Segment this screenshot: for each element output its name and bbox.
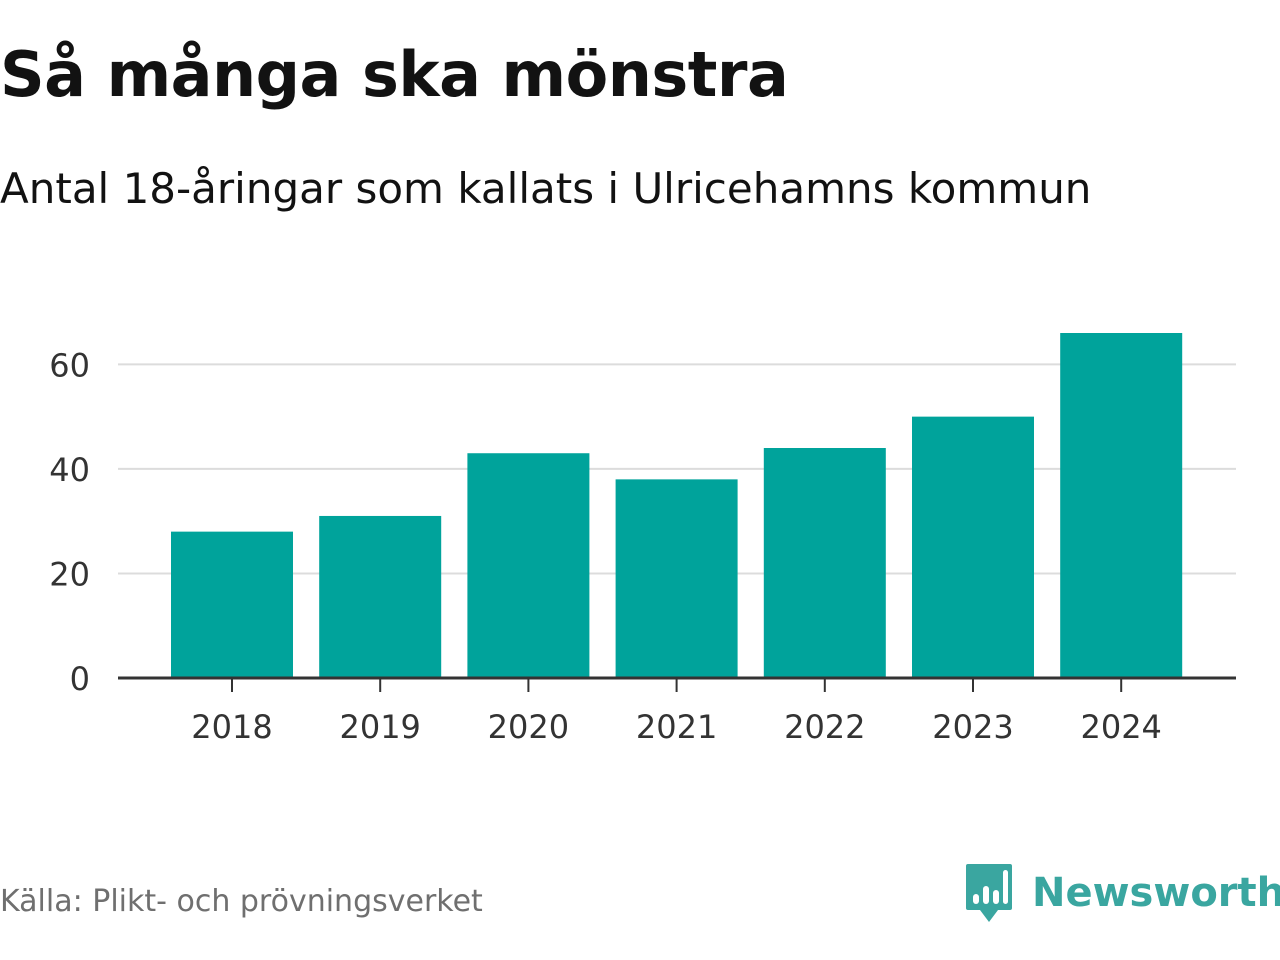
y-tick-label: 0 — [70, 660, 90, 698]
y-axis-ticks: 0 20 40 60 — [49, 346, 90, 698]
chart-subtitle: Antal 18-åringar som kallats i Ulriceham… — [0, 164, 1092, 213]
x-tick-label: 2021 — [636, 708, 717, 746]
x-tick-label: 2018 — [191, 708, 272, 746]
y-tick-label: 40 — [49, 451, 90, 489]
bars — [171, 333, 1183, 678]
y-tick-label: 20 — [49, 555, 90, 593]
x-tick-label: 2022 — [784, 708, 865, 746]
bar-2021 — [615, 479, 738, 678]
x-axis: 2018 2019 2020 2021 2022 2023 2024 — [118, 676, 1236, 746]
x-tick-label: 2023 — [932, 708, 1013, 746]
bar-chart: 0 20 40 60 2018 2019 2020 2021 2022 2023 2024 — [49, 333, 1236, 746]
brand-name: Newsworthy — [1032, 870, 1280, 916]
brand-logo: Newsworthy — [964, 862, 1280, 924]
chart-title: Så många ska mönstra — [0, 38, 789, 111]
bar-2023 — [912, 416, 1034, 678]
bar-2024 — [1060, 333, 1183, 678]
bar-2020 — [467, 453, 590, 678]
bar-2018 — [171, 531, 293, 678]
y-tick-label: 60 — [49, 346, 90, 384]
newsworthy-logo-icon — [966, 864, 1012, 922]
x-tick-label: 2024 — [1080, 708, 1161, 746]
bar-2022 — [763, 448, 886, 678]
bar-2019 — [319, 515, 442, 678]
source-note: Källa: Plikt- och prövningsverket — [0, 884, 483, 919]
x-tick-label: 2020 — [488, 708, 569, 746]
x-tick-label: 2019 — [339, 708, 420, 746]
